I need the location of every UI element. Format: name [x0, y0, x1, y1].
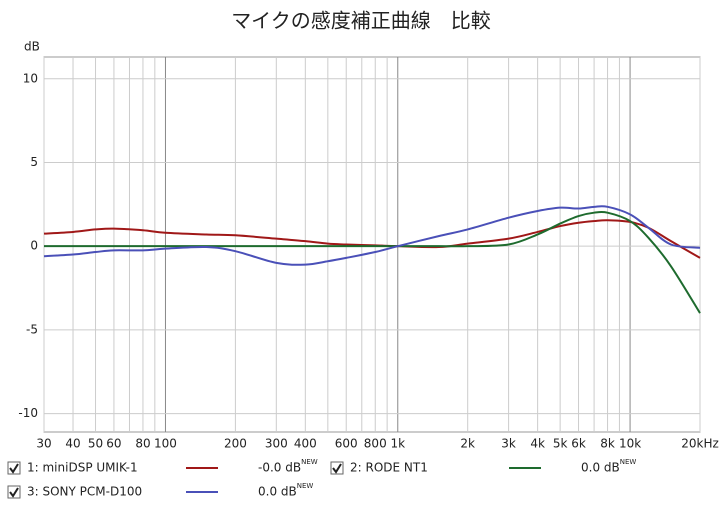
legend-label: 3: SONY PCM-D100 — [27, 485, 142, 499]
checkmark[interactable] — [332, 463, 342, 474]
checkmark[interactable] — [9, 487, 19, 498]
x-tick-label: 60 — [106, 437, 121, 451]
series-line — [43, 210, 701, 314]
y-tick-label: 5 — [30, 155, 38, 169]
series-line — [43, 205, 701, 266]
x-tick-label: 3k — [501, 437, 516, 451]
x-tick-label: 6k — [571, 437, 586, 451]
legend-badge: NEW — [297, 482, 314, 490]
y-tick-label: -10 — [18, 406, 38, 420]
legend-offset: 0.0 dB — [258, 485, 297, 499]
y-tick-label: 10 — [23, 71, 38, 85]
x-tick-label: 20kHz — [681, 437, 719, 451]
x-tick-label: 100 — [154, 437, 177, 451]
legend-label: 2: RODE NT1 — [350, 461, 428, 475]
x-tick-label: 300 — [265, 437, 288, 451]
legend-item: 1: miniDSP UMIK-1 -0.0 dB NEW — [7, 458, 318, 475]
legend-offset: -0.0 dB — [258, 461, 301, 475]
x-tick-label: 50 — [88, 437, 103, 451]
x-tick-label: 200 — [224, 437, 247, 451]
legend-badge: NEW — [301, 458, 318, 466]
x-tick-label: 4k — [530, 437, 545, 451]
x-tick-label: 40 — [65, 437, 80, 451]
legend-label: 1: miniDSP UMIK-1 — [27, 461, 138, 475]
legend-badge: NEW — [620, 458, 637, 466]
x-tick-label: 5k — [553, 437, 568, 451]
x-tick-label: 600 — [335, 437, 358, 451]
chart-title: マイクの感度補正曲線 比較 — [231, 9, 491, 33]
y-tick-label: -5 — [26, 322, 38, 336]
y-tick-label: 0 — [30, 239, 38, 253]
x-tick-label: 8k — [600, 437, 615, 451]
x-tick-label: 2k — [460, 437, 475, 451]
legend-item: 2: RODE NT1 0.0 dB NEW — [330, 458, 637, 475]
y-axis-label: dB — [24, 40, 40, 54]
checkmark[interactable] — [9, 463, 19, 474]
x-tick-label: 80 — [135, 437, 150, 451]
x-tick-label: 10k — [619, 437, 641, 451]
x-tick-label: 1k — [390, 437, 405, 451]
x-tick-label: 800 — [364, 437, 387, 451]
legend-item: 3: SONY PCM-D100 0.0 dB NEW — [7, 482, 314, 499]
x-tick-label: 400 — [294, 437, 317, 451]
legend-offset: 0.0 dB — [581, 461, 620, 475]
x-tick-label: 30 — [36, 437, 51, 451]
